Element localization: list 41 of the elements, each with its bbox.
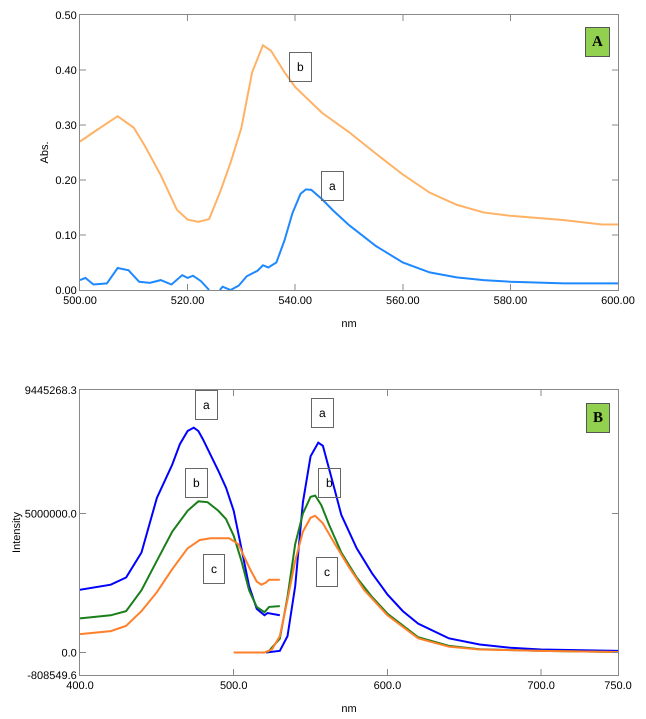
x-tick-label: 400.0 [66, 680, 94, 692]
annotation: a [319, 406, 326, 420]
y-tick-label: 9445268.3 [24, 384, 77, 397]
annotation: b [193, 476, 200, 490]
x-tick-label: 520.00 [170, 295, 204, 308]
line-series [80, 426, 281, 616]
x-tick-label: 540.00 [278, 295, 312, 308]
x-tick-label: 500.0 [220, 680, 248, 692]
x-tick-label: 560.00 [386, 295, 420, 308]
annotation: a [329, 179, 336, 193]
y-tick-label: 0.0 [62, 647, 77, 660]
annotation: b [326, 476, 333, 490]
line-series [264, 442, 618, 654]
annotation: B [593, 410, 604, 426]
y-axis-title: Intensity [10, 512, 23, 553]
annotation: b [297, 60, 304, 74]
annotation: c [211, 562, 217, 576]
y-tick-label: 0.20 [55, 174, 77, 187]
x-tick-label: 500.00 [63, 295, 97, 308]
y-tick-label: 5000000.0 [24, 508, 77, 520]
line-series [80, 537, 281, 636]
annotation: A [592, 34, 603, 50]
y-tick-label: 0.40 [55, 64, 77, 77]
line-series [80, 44, 618, 226]
x-tick-label: 600.0 [374, 680, 402, 692]
y-tick-label: 0.30 [55, 120, 77, 132]
annotation: a [203, 398, 210, 412]
y-axis-title: Abs. [39, 141, 51, 164]
x-tick-label: 700.0 [527, 680, 555, 692]
x-tick-label: 750.0 [604, 680, 632, 692]
y-tick-label: 0.00 [55, 284, 77, 297]
x-axis-title: nm [341, 703, 357, 715]
y-tick-label: -808549.6 [27, 670, 77, 682]
annotation: c [324, 565, 330, 579]
y-tick-label: 0.10 [55, 230, 77, 242]
y-tick-label: 0.50 [55, 10, 77, 22]
x-axis-title: nm [341, 318, 357, 330]
line-series [80, 500, 281, 620]
x-tick-label: 600.00 [601, 295, 635, 308]
x-tick-label: 580.00 [494, 295, 528, 308]
line-series [232, 514, 618, 654]
